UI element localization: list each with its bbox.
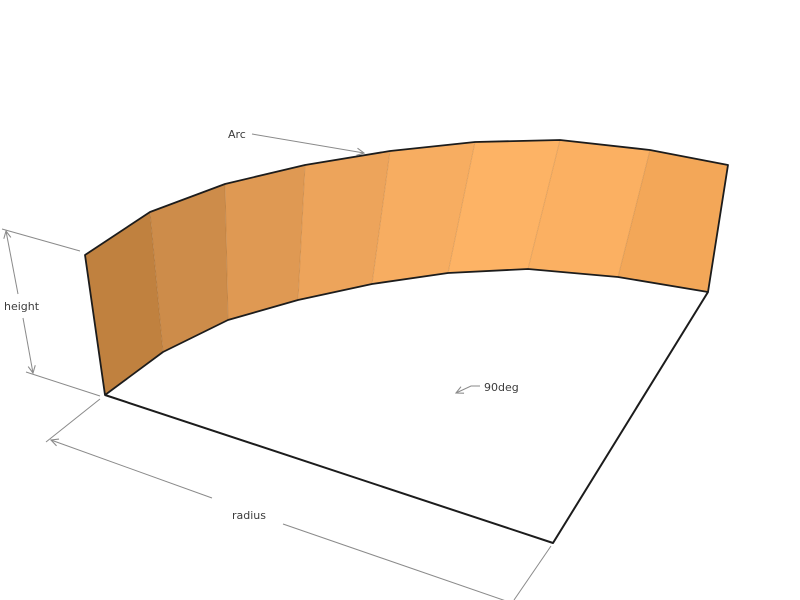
arc-wall-surface [85,140,728,395]
radius-label: radius [232,509,266,522]
radius-extension-line-far [513,545,552,600]
annotations [1,133,552,600]
height-dimension-line-upper [6,231,19,295]
annotation-labels: Arc height radius 90deg [4,128,519,522]
wall-facet-2 [150,184,228,352]
wall-facet-8 [618,150,728,292]
angle-leader-line [456,385,480,393]
height-extension-line-bottom [25,371,101,397]
height-label: height [4,300,40,313]
radius-dimension-line-upper [51,440,213,499]
height-dimension-line-lower [22,317,33,373]
arc-label: Arc [228,128,246,141]
wall-facet-dividers [149,139,651,353]
height-extension-line-top [1,228,81,252]
wall-outline [84,139,729,396]
radius-dimension-line-lower [282,523,505,600]
wall-facet-1 [85,212,163,395]
floor-sector [105,269,708,543]
wall-facet-6b [448,140,560,273]
wall-facet-7 [528,140,650,277]
arc-leader-line [251,133,364,153]
wall-facet-5 [372,142,475,284]
floor-radius-edges [104,291,709,544]
radius-extension-line-near [45,398,101,443]
wall-facet-4 [298,151,390,300]
wall-facet-3 [225,165,305,320]
angle-label: 90deg [484,381,519,394]
